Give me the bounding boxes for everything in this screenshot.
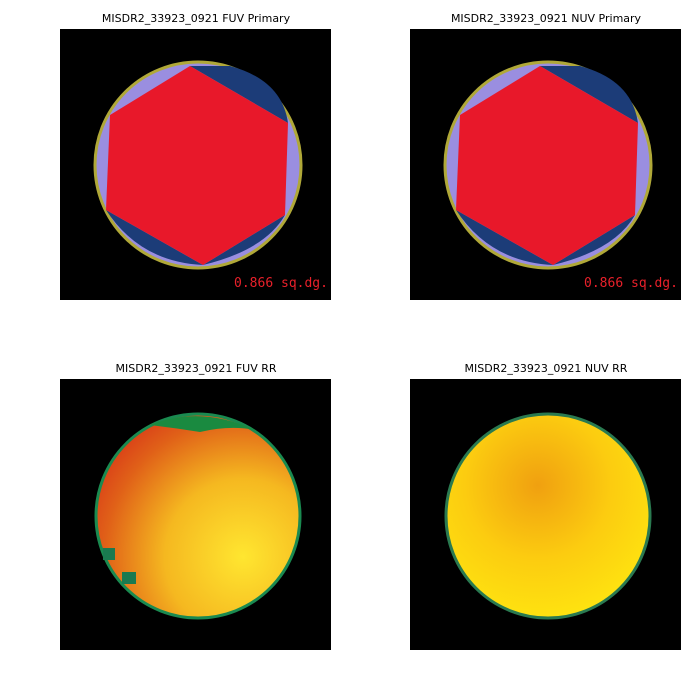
hexagon <box>106 66 288 265</box>
area-label: 0.866 sq.dg. <box>234 276 328 291</box>
detector-image <box>94 412 302 620</box>
hexagon <box>456 66 638 265</box>
area-label: 0.866 sq.dg. <box>584 276 678 291</box>
panel-fuv-primary: MISDR2_33923_0921 FUV Primary 0.866 sq.d… <box>60 12 331 300</box>
edge-region <box>122 572 136 584</box>
panel-fuv-rr: MISDR2_33923_0921 FUV RR <box>60 362 331 650</box>
panel-nuv-primary: MISDR2_33923_0921 NUV Primary 0.866 sq.d… <box>410 12 681 300</box>
panel-title: MISDR2_33923_0921 NUV Primary <box>451 12 642 25</box>
edge-region <box>103 548 115 560</box>
panel-title: MISDR2_33923_0921 FUV RR <box>116 362 277 375</box>
panel-title: MISDR2_33923_0921 NUV RR <box>465 362 628 375</box>
edge-region <box>150 416 255 432</box>
panel-nuv-rr: MISDR2_33923_0921 NUV RR <box>410 362 681 650</box>
panel-title: MISDR2_33923_0921 FUV Primary <box>102 12 291 25</box>
detector-image <box>444 412 652 620</box>
